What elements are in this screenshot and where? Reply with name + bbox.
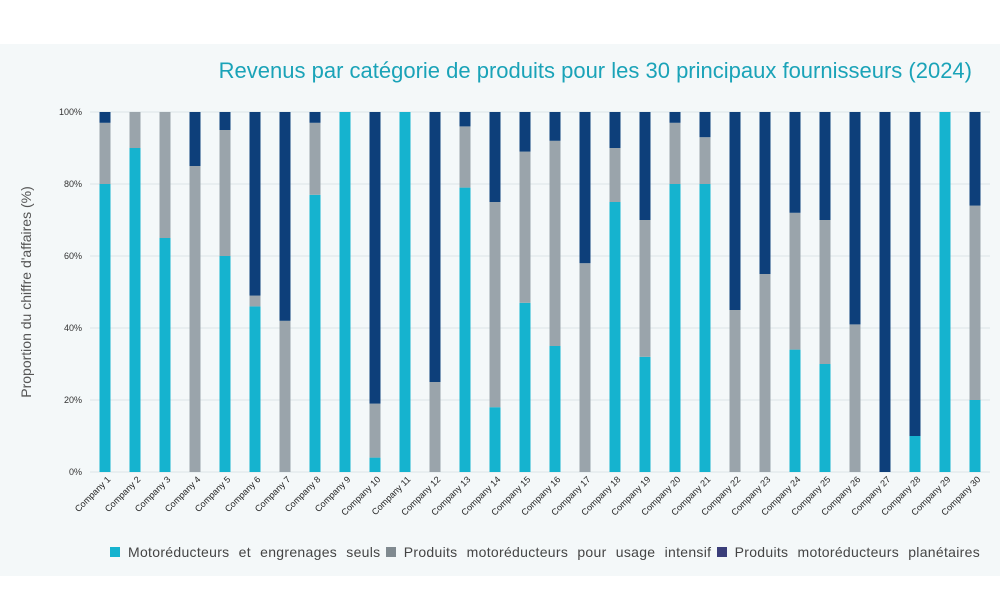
bar-segment-series-2 — [489, 202, 501, 408]
y-tick-label: 60% — [64, 251, 82, 261]
bar-segment-series-3 — [99, 112, 111, 123]
bar-segment-series-3 — [729, 112, 741, 310]
bar-segment-series-3 — [279, 112, 291, 321]
y-tick-label: 20% — [64, 395, 82, 405]
bar-segment-series-3 — [549, 112, 561, 141]
bar-segment-series-2 — [579, 263, 591, 472]
bar-segment-series-3 — [459, 112, 471, 127]
bar-segment-series-1 — [789, 349, 801, 472]
bar-segment-series-1 — [99, 184, 111, 472]
bar-segment-series-3 — [879, 112, 891, 472]
legend-item-series-1: Motoréducteurs et engrenages seuls — [110, 544, 380, 560]
bar-segment-series-2 — [549, 140, 561, 346]
bar-segment-series-2 — [849, 324, 861, 472]
bar-segment-series-2 — [309, 122, 321, 195]
bar-segment-series-1 — [459, 187, 471, 472]
legend-swatch-2 — [385, 547, 396, 557]
bar-segment-series-3 — [579, 112, 591, 264]
bar-segment-series-2 — [219, 130, 231, 256]
bar-segment-series-2 — [639, 220, 651, 357]
bar-segment-series-2 — [249, 295, 261, 307]
bar-segment-series-1 — [549, 346, 561, 472]
bar-segment-series-1 — [129, 148, 141, 472]
y-tick-label: 100% — [59, 107, 82, 117]
bar-segment-series-3 — [639, 112, 651, 220]
bar-segment-series-3 — [759, 112, 771, 274]
legend-label-3: Produits motoréducteurs planétaires — [734, 544, 980, 560]
bar-segment-series-2 — [429, 382, 441, 472]
bar-segment-series-3 — [219, 112, 231, 130]
bar-segment-series-3 — [429, 112, 441, 382]
bar-segment-series-2 — [609, 148, 621, 202]
bar-segment-series-2 — [159, 112, 171, 238]
bar-segment-series-1 — [249, 306, 261, 472]
bar-segment-series-3 — [519, 112, 531, 152]
bar-segment-series-1 — [669, 184, 681, 472]
bar-segment-series-3 — [669, 112, 681, 123]
bar-segment-series-2 — [669, 122, 681, 184]
bar-segment-series-2 — [129, 112, 141, 148]
legend-label-1: Motoréducteurs et engrenages seuls — [128, 544, 381, 560]
bar-segment-series-1 — [219, 256, 231, 472]
bar-segment-series-1 — [609, 202, 621, 472]
bar-segment-series-1 — [339, 112, 351, 472]
y-tick-label: 0% — [69, 467, 82, 477]
bar-segment-series-2 — [729, 310, 741, 472]
bar-segment-series-2 — [189, 166, 201, 472]
bar-segment-series-1 — [819, 364, 831, 472]
bar-segment-series-3 — [909, 112, 921, 436]
bar-segment-series-1 — [369, 457, 381, 472]
bar-segment-series-2 — [699, 137, 711, 184]
chart-title: Revenus par catégorie de produits pour l… — [218, 58, 972, 83]
bar-segment-series-1 — [309, 194, 321, 473]
y-tick-label: 80% — [64, 179, 82, 189]
bar-segment-series-2 — [969, 205, 981, 400]
bar-segment-series-3 — [489, 112, 501, 202]
bar-segment-series-2 — [369, 403, 381, 458]
bar-segment-series-3 — [819, 112, 831, 220]
bar-segment-series-2 — [759, 274, 771, 472]
bar-segment-series-1 — [399, 112, 411, 472]
legend-swatch-1 — [110, 547, 120, 557]
bar-segment-series-2 — [819, 220, 831, 364]
legend: Motoréducteurs et engrenages seuls Produ… — [110, 544, 980, 560]
bar-segment-series-3 — [699, 112, 711, 138]
bar-segment-series-3 — [969, 112, 981, 206]
bar-segment-series-1 — [639, 356, 651, 472]
bar-segment-series-1 — [909, 436, 921, 472]
legend-item-series-2: Produits motoréducteurs pour usage inten… — [385, 544, 712, 560]
bar-segment-series-1 — [939, 112, 951, 472]
bar-segment-series-3 — [189, 112, 201, 166]
bar-segment-series-1 — [699, 184, 711, 472]
bar-segment-series-2 — [459, 126, 471, 188]
bar-segment-series-2 — [789, 212, 801, 350]
bar-segment-series-2 — [519, 151, 531, 303]
y-tick-label: 40% — [64, 323, 82, 333]
bar-segment-series-2 — [99, 122, 111, 184]
legend-swatch-3 — [716, 547, 727, 557]
legend-item-series-3: Produits motoréducteurs planétaires — [716, 544, 980, 560]
bar-segment-series-1 — [489, 407, 501, 472]
bar-segment-series-3 — [309, 112, 321, 123]
bar-segment-series-3 — [369, 112, 381, 404]
bar-segment-series-1 — [519, 302, 531, 472]
y-axis-label: Proportion du chiffre d'affaires (%) — [18, 186, 34, 397]
bar-segment-series-1 — [159, 238, 171, 472]
bar-segment-series-2 — [279, 320, 291, 472]
legend-label-2: Produits motoréducteurs pour usage inten… — [403, 544, 712, 560]
bar-segment-series-3 — [789, 112, 801, 213]
bar-segment-series-3 — [609, 112, 621, 148]
bar-segment-series-3 — [849, 112, 861, 325]
bar-segment-series-3 — [249, 112, 261, 296]
bar-segment-series-1 — [969, 400, 981, 472]
